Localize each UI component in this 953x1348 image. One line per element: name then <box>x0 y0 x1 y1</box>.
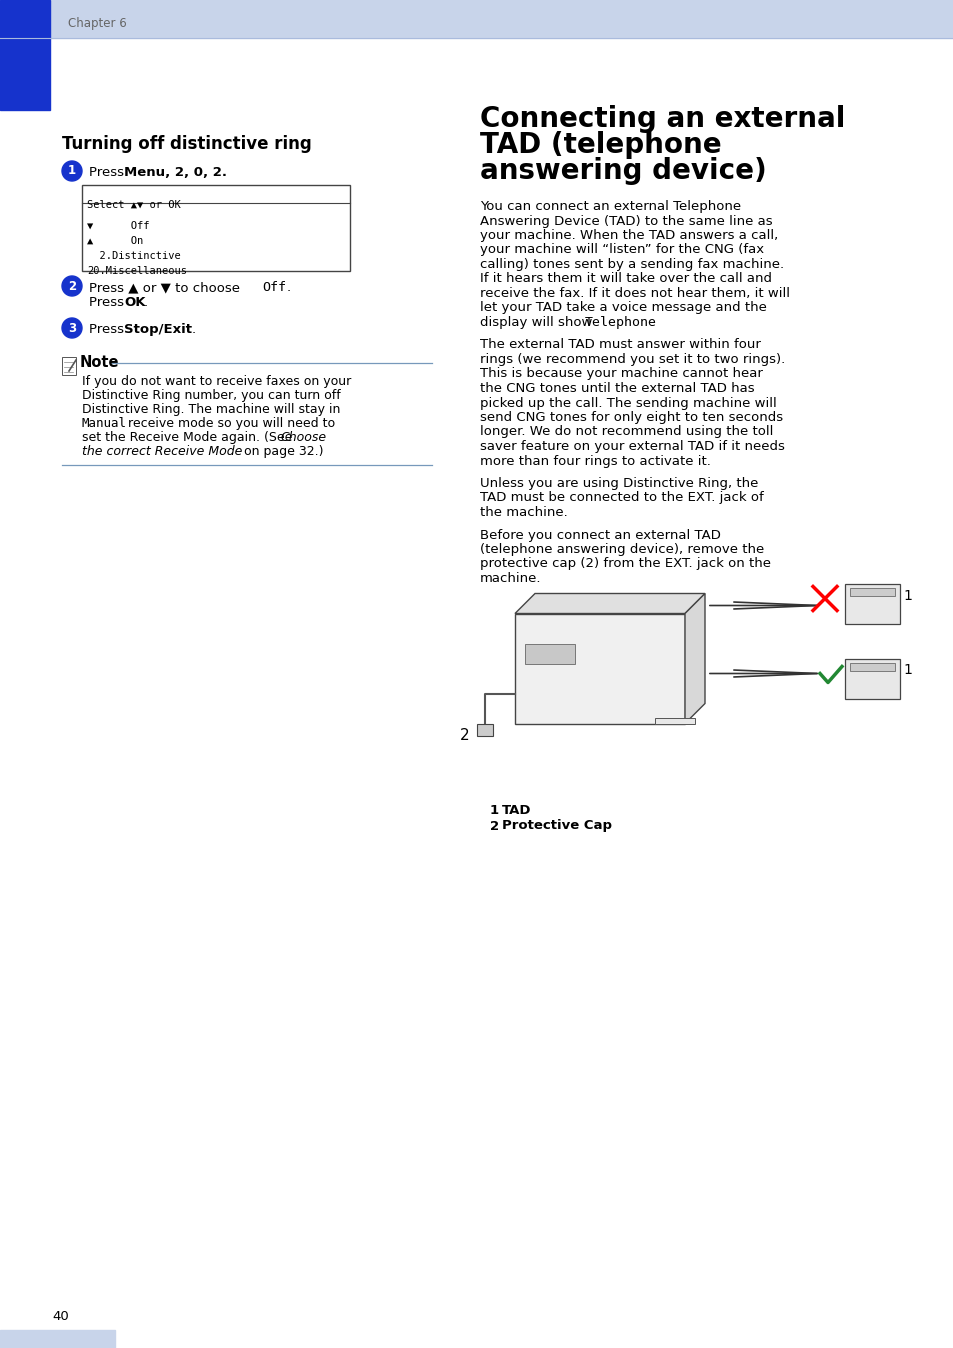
Text: calling) tones sent by a sending fax machine.: calling) tones sent by a sending fax mac… <box>479 257 783 271</box>
Text: TAD (telephone: TAD (telephone <box>479 131 720 159</box>
Text: receive mode so you will need to: receive mode so you will need to <box>124 417 335 430</box>
Text: ▼      Off: ▼ Off <box>87 221 150 231</box>
Text: on page 32.): on page 32.) <box>240 445 323 458</box>
Text: Unless you are using Distinctive Ring, the: Unless you are using Distinctive Ring, t… <box>479 477 758 491</box>
Text: Choose: Choose <box>280 431 326 443</box>
Text: TAD: TAD <box>501 803 531 817</box>
Text: Stop/Exit: Stop/Exit <box>124 324 192 336</box>
Text: 20.Miscellaneous: 20.Miscellaneous <box>87 266 187 276</box>
Text: 1: 1 <box>902 663 911 678</box>
Text: 40: 40 <box>52 1310 69 1322</box>
Bar <box>62 357 76 375</box>
Text: 2: 2 <box>490 820 498 833</box>
Text: 1: 1 <box>902 589 911 603</box>
Text: 3: 3 <box>68 322 76 334</box>
Text: rings (we recommend you set it to two rings).: rings (we recommend you set it to two ri… <box>479 353 784 367</box>
Text: more than four rings to activate it.: more than four rings to activate it. <box>479 454 710 468</box>
Bar <box>476 724 493 736</box>
Bar <box>0 1330 115 1348</box>
Text: ▲      On: ▲ On <box>87 236 143 245</box>
Text: Answering Device (TAD) to the same line as: Answering Device (TAD) to the same line … <box>479 214 772 228</box>
Text: This is because your machine cannot hear: This is because your machine cannot hear <box>479 368 762 380</box>
Text: If you do not want to receive faxes on your: If you do not want to receive faxes on y… <box>82 375 351 388</box>
Text: (telephone answering device), remove the: (telephone answering device), remove the <box>479 543 763 555</box>
Polygon shape <box>515 593 704 613</box>
Circle shape <box>62 276 82 297</box>
Text: Before you connect an external TAD: Before you connect an external TAD <box>479 528 720 542</box>
Text: TAD must be connected to the EXT. jack of: TAD must be connected to the EXT. jack o… <box>479 492 763 504</box>
Text: Note: Note <box>80 355 119 369</box>
Text: Chapter 6: Chapter 6 <box>68 18 127 31</box>
Text: 2: 2 <box>68 279 76 293</box>
Text: Press: Press <box>89 324 128 336</box>
Text: the machine.: the machine. <box>479 506 567 519</box>
Text: your machine. When the TAD answers a call,: your machine. When the TAD answers a cal… <box>479 229 778 243</box>
Text: set the Receive Mode again. (See: set the Receive Mode again. (See <box>82 431 296 443</box>
Bar <box>849 588 894 596</box>
Text: Telephone: Telephone <box>584 315 657 329</box>
Text: send CNG tones for only eight to ten seconds: send CNG tones for only eight to ten sec… <box>479 411 782 425</box>
Text: protective cap (2) from the EXT. jack on the: protective cap (2) from the EXT. jack on… <box>479 558 770 570</box>
Text: Distinctive Ring number, you can turn off: Distinctive Ring number, you can turn of… <box>82 390 340 402</box>
Text: You can connect an external Telephone: You can connect an external Telephone <box>479 200 740 213</box>
Text: 2: 2 <box>459 728 469 744</box>
Bar <box>655 717 695 724</box>
Circle shape <box>62 318 82 338</box>
Bar <box>82 185 350 271</box>
Bar <box>0 0 50 111</box>
Text: OK: OK <box>124 297 146 309</box>
Text: .: . <box>144 297 148 309</box>
Text: The external TAD must answer within four: The external TAD must answer within four <box>479 338 760 352</box>
Text: your machine will “listen” for the CNG (fax: your machine will “listen” for the CNG (… <box>479 244 763 256</box>
Text: Off: Off <box>262 280 286 294</box>
Text: picked up the call. The sending machine will: picked up the call. The sending machine … <box>479 396 776 410</box>
Text: Select ▲▼ or OK: Select ▲▼ or OK <box>87 200 180 210</box>
Bar <box>515 613 684 724</box>
Text: .: . <box>192 324 196 336</box>
Text: .: . <box>649 315 654 329</box>
Circle shape <box>62 160 82 181</box>
Bar <box>524 643 575 663</box>
Text: the correct Receive Mode: the correct Receive Mode <box>82 445 242 458</box>
Text: Turning off distinctive ring: Turning off distinctive ring <box>62 135 312 154</box>
Bar <box>849 662 894 670</box>
Polygon shape <box>684 593 704 724</box>
Text: answering device): answering device) <box>479 156 766 185</box>
Text: 1: 1 <box>68 164 76 178</box>
Text: display will show: display will show <box>479 315 596 329</box>
Text: Press ▲ or ▼ to choose: Press ▲ or ▼ to choose <box>89 280 244 294</box>
Text: Press: Press <box>89 166 128 179</box>
Text: Press: Press <box>89 297 128 309</box>
Text: Distinctive Ring. The machine will stay in: Distinctive Ring. The machine will stay … <box>82 403 340 417</box>
Text: Connecting an external: Connecting an external <box>479 105 844 133</box>
Text: machine.: machine. <box>479 572 541 585</box>
Text: 1: 1 <box>490 803 498 817</box>
Text: Manual: Manual <box>82 417 127 430</box>
Text: longer. We do not recommend using the toll: longer. We do not recommend using the to… <box>479 426 773 438</box>
Text: the CNG tones until the external TAD has: the CNG tones until the external TAD has <box>479 381 754 395</box>
Bar <box>844 659 899 698</box>
Text: Protective Cap: Protective Cap <box>501 820 612 833</box>
Text: receive the fax. If it does not hear them, it will: receive the fax. If it does not hear the… <box>479 287 789 301</box>
Bar <box>0 0 953 38</box>
Text: 2.Distinctive: 2.Distinctive <box>87 251 180 262</box>
Bar <box>844 584 899 624</box>
Text: saver feature on your external TAD if it needs: saver feature on your external TAD if it… <box>479 439 784 453</box>
Text: Menu, 2, 0, 2.: Menu, 2, 0, 2. <box>124 166 227 179</box>
Text: let your TAD take a voice message and the: let your TAD take a voice message and th… <box>479 302 766 314</box>
Text: If it hears them it will take over the call and: If it hears them it will take over the c… <box>479 272 771 286</box>
Text: .: . <box>287 280 291 294</box>
